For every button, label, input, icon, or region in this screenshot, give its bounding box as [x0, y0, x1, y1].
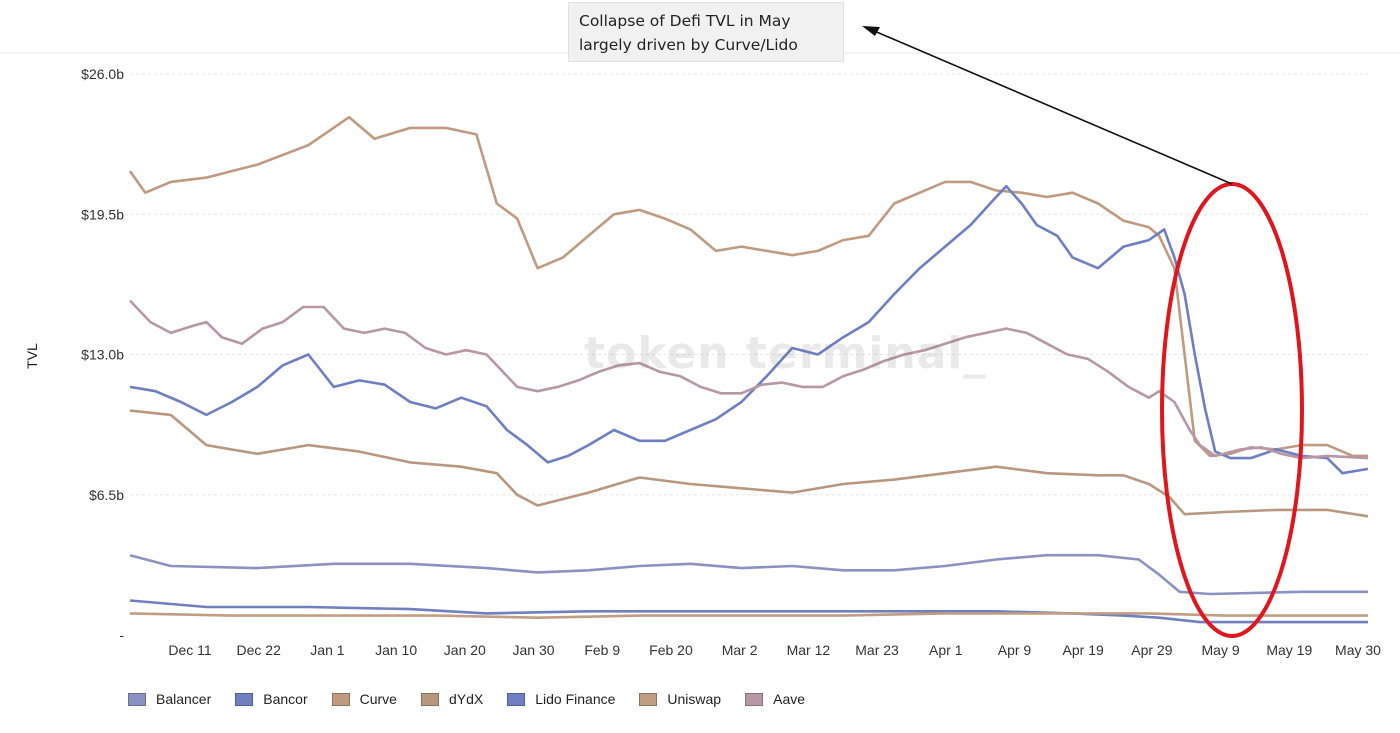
legend-label: Aave — [773, 691, 806, 707]
legend-swatch — [420, 692, 439, 706]
x-tick-label: Apr 29 — [1131, 642, 1172, 658]
series-line-bancor — [129, 599, 1368, 624]
x-tick-label: Mar 12 — [787, 642, 831, 658]
legend-item[interactable]: Aave — [745, 691, 805, 707]
series-line-uniswap — [129, 612, 1368, 619]
annotation-arrow — [871, 29, 1233, 185]
x-tick-label: Dec 11 — [168, 642, 212, 658]
legend: Balancer Bancor Curve dYdX Lido Finance Unisw… — [128, 688, 829, 710]
annotation-layer — [862, 26, 1304, 638]
y-tick-label: $19.5b — [81, 206, 124, 222]
highlight-ellipse — [1160, 182, 1304, 638]
x-tick-label: Jan 30 — [513, 642, 555, 658]
x-tick-label: Jan 20 — [444, 642, 486, 658]
series-line-aave — [129, 299, 1369, 460]
series-line-dydx — [129, 409, 1369, 518]
series-layer — [128, 115, 1369, 624]
legend-item[interactable]: Curve — [331, 691, 397, 707]
annotation-line-1: Collapse of Defi TVL in May — [579, 12, 791, 30]
series-line-curve — [128, 115, 1368, 458]
legend-item[interactable]: Uniswap — [639, 691, 721, 707]
x-tick-label: Feb 20 — [649, 642, 693, 658]
legend-label: Lido Finance — [535, 691, 616, 707]
legend-item[interactable]: Lido Finance — [507, 691, 615, 707]
legend-item[interactable]: Bancor — [235, 691, 308, 707]
legend-label: Curve — [359, 691, 397, 707]
legend-swatch — [331, 692, 350, 706]
legend-swatch — [235, 692, 254, 706]
x-tick-label: Jan 10 — [375, 642, 417, 658]
x-tick-label: Apr 9 — [998, 642, 1032, 658]
x-tick-label: May 19 — [1266, 642, 1312, 658]
grid-layer — [130, 73, 1368, 496]
y-axis-label: TVL — [24, 343, 40, 369]
annotation-line-2: largely driven by Curve/Lido — [579, 36, 798, 54]
legend-swatch — [745, 692, 764, 706]
x-tick-label: Apr 1 — [929, 642, 963, 658]
y-tick-labels: - $6.5b $13.0b $19.5b $26.0b — [81, 66, 124, 643]
watermark: token terminal_ — [584, 328, 987, 379]
legend-item[interactable]: dYdX — [420, 691, 484, 707]
y-tick-label: $13.0b — [81, 347, 124, 363]
x-tick-label: May 9 — [1202, 642, 1240, 658]
legend-item[interactable]: Balancer — [128, 691, 211, 707]
annotation-arrowhead — [862, 26, 880, 36]
legend-swatch — [639, 692, 658, 706]
x-tick-label: Jan 1 — [310, 642, 344, 658]
annotation-callout: Collapse of Defi TVL in May largely driv… — [568, 2, 844, 62]
x-tick-label: Dec 22 — [237, 642, 282, 658]
y-tick-label: $6.5b — [89, 487, 124, 503]
x-tick-label: Mar 2 — [722, 642, 758, 658]
series-line-balancer — [129, 553, 1368, 596]
legend-swatch — [128, 692, 146, 706]
x-tick-label: May 30 — [1335, 642, 1381, 658]
x-tick-label: Feb 9 — [584, 642, 620, 658]
legend-label: Bancor — [263, 691, 308, 707]
legend-label: Uniswap — [667, 691, 722, 707]
y-tick-label: $26.0b — [81, 66, 124, 82]
x-tick-labels: Dec 11 Dec 22 Jan 1 Jan 10 Jan 20 Jan 30 Feb 9… — [168, 642, 1381, 658]
legend-label: Balancer — [156, 691, 212, 707]
x-tick-label: Mar 23 — [855, 642, 899, 658]
x-tick-label: Apr 19 — [1063, 642, 1104, 658]
y-tick-label: - — [119, 627, 124, 643]
legend-swatch — [507, 692, 526, 706]
legend-label: dYdX — [448, 691, 484, 707]
series-line-lido-finance — [129, 184, 1369, 475]
